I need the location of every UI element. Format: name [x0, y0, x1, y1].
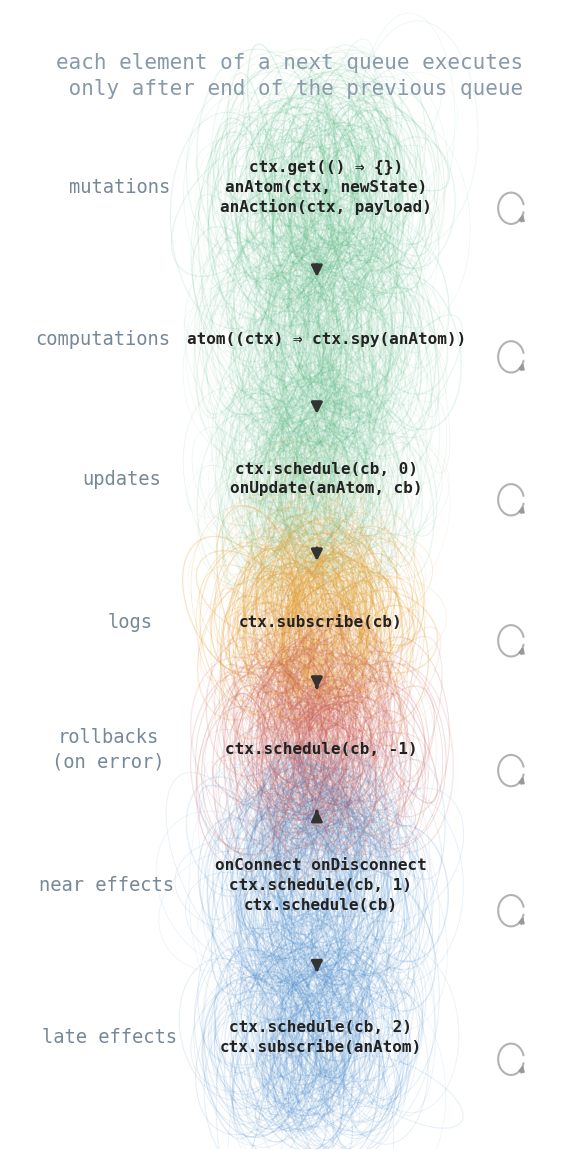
- Text: near effects: near effects: [39, 876, 174, 895]
- Text: onConnect onDisconnect: onConnect onDisconnect: [215, 858, 427, 873]
- Text: ctx.schedule(cb, 1): ctx.schedule(cb, 1): [229, 877, 412, 892]
- Text: mutations: mutations: [68, 178, 170, 197]
- Text: only after end of the previous queue: only after end of the previous queue: [56, 79, 524, 99]
- Text: ctx.schedule(cb): ctx.schedule(cb): [244, 897, 398, 913]
- Text: ctx.schedule(cb, -1): ctx.schedule(cb, -1): [224, 743, 417, 758]
- Text: logs: logs: [108, 613, 153, 631]
- Text: computations: computations: [35, 330, 170, 350]
- Text: atom((ctx) ⇒ ctx.spy(anAtom)): atom((ctx) ⇒ ctx.spy(anAtom)): [187, 332, 466, 347]
- Text: late effects: late effects: [42, 1028, 177, 1048]
- Text: anAtom(ctx, newState): anAtom(ctx, newState): [225, 181, 427, 196]
- Text: ctx.subscribe(anAtom): ctx.subscribe(anAtom): [220, 1040, 422, 1055]
- Text: rollbacks
(on error): rollbacks (on error): [52, 728, 164, 772]
- Text: ctx.subscribe(cb): ctx.subscribe(cb): [239, 614, 403, 629]
- Text: onUpdate(anAtom, cb): onUpdate(anAtom, cb): [230, 482, 423, 497]
- Text: ctx.schedule(cb, 0): ctx.schedule(cb, 0): [235, 461, 418, 477]
- Text: ctx.get(() ⇒ {}): ctx.get(() ⇒ {}): [249, 160, 403, 175]
- Text: each element of a next queue executes: each element of a next queue executes: [56, 53, 524, 74]
- Text: updates: updates: [83, 469, 161, 489]
- Text: anAction(ctx, payload): anAction(ctx, payload): [220, 199, 432, 215]
- Text: ctx.schedule(cb, 2): ctx.schedule(cb, 2): [229, 1020, 412, 1035]
